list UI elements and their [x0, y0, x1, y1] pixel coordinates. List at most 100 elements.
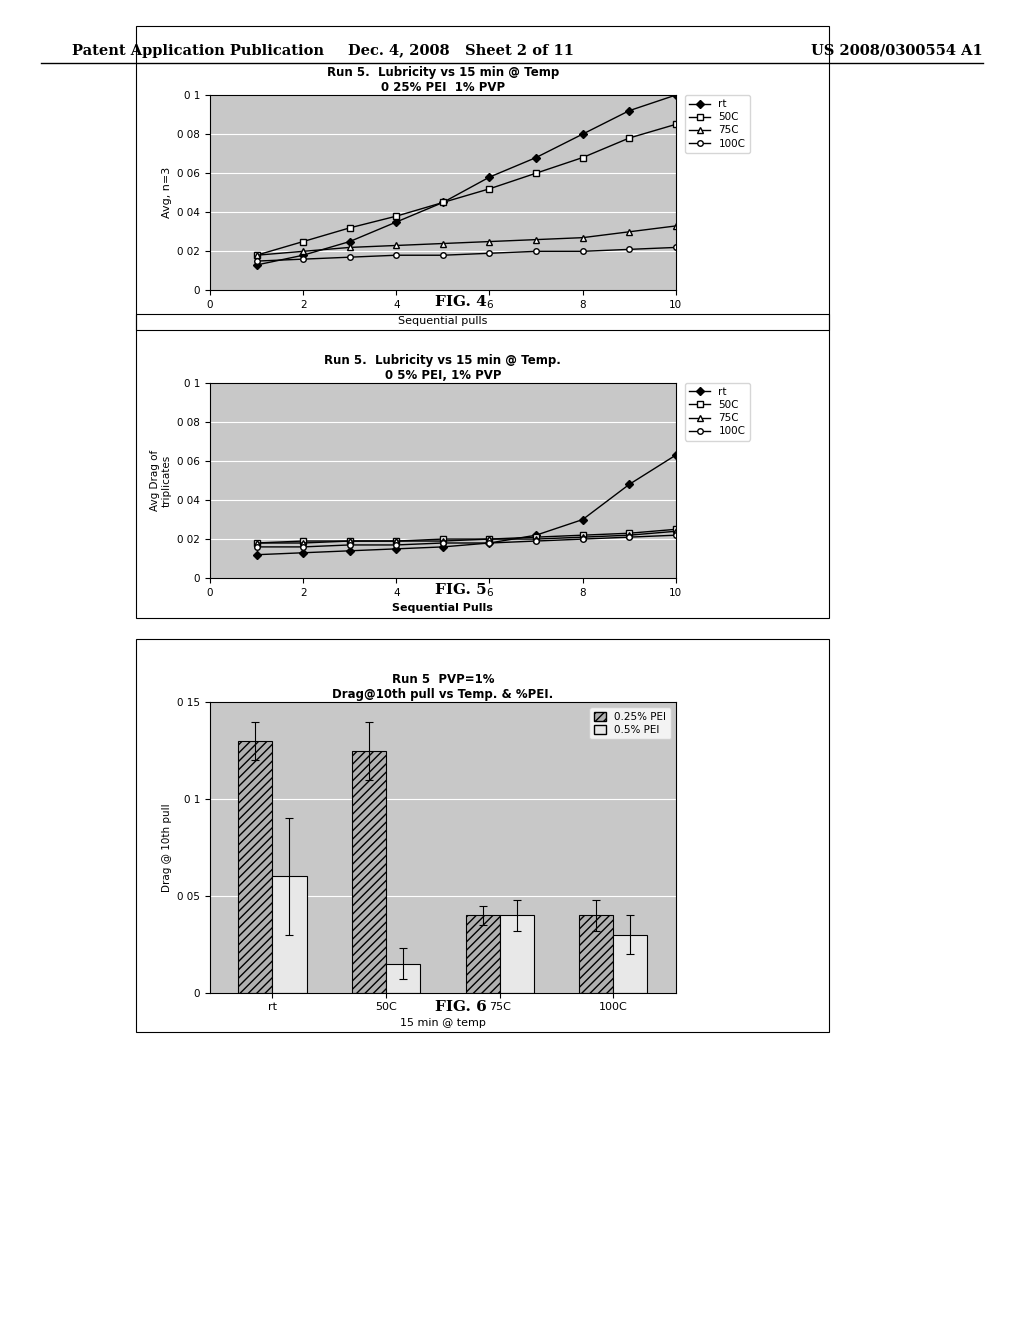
100C [670, 239, 682, 255]
100C [623, 242, 635, 257]
75C [344, 533, 356, 549]
Line: rt: rt [254, 92, 679, 268]
100C [577, 531, 589, 546]
Bar [386, 964, 420, 993]
75C [577, 529, 589, 545]
Text: US 2008/0300554 A1: US 2008/0300554 A1 [811, 44, 983, 58]
50C [623, 525, 635, 541]
75C [344, 239, 356, 255]
Line: 50C: 50C [254, 527, 679, 545]
Legend: rt, 50C, 75C, 100C: rt, 50C, 75C, 100C [685, 95, 750, 153]
100C [670, 527, 682, 543]
50C [530, 165, 543, 181]
Y-axis label: Drag @ 10th pull: Drag @ 10th pull [162, 803, 172, 892]
75C [437, 235, 450, 251]
Bar [500, 915, 534, 993]
100C [530, 243, 543, 259]
50C [390, 533, 402, 549]
X-axis label: 15 min @ temp: 15 min @ temp [400, 1018, 485, 1028]
rt [530, 527, 543, 543]
Y-axis label: Avg, n=3: Avg, n=3 [162, 168, 172, 218]
75C [297, 535, 309, 550]
75C [483, 531, 496, 546]
100C [437, 535, 450, 550]
100C [623, 529, 635, 545]
rt [577, 512, 589, 528]
100C [250, 253, 262, 269]
Bar [272, 876, 306, 993]
75C [530, 232, 543, 248]
100C [297, 251, 309, 267]
Line: 100C: 100C [254, 532, 679, 549]
Bar [580, 915, 613, 993]
Y-axis label: Avg Drag of
triplicates: Avg Drag of triplicates [151, 450, 172, 511]
75C [390, 238, 402, 253]
75C [483, 234, 496, 249]
Title: Run 5.  Lubricity vs 15 min @ Temp
0 25% PEI  1% PVP: Run 5. Lubricity vs 15 min @ Temp 0 25% … [327, 66, 559, 94]
Bar [613, 935, 647, 993]
50C [483, 531, 496, 546]
75C [250, 535, 262, 550]
Text: FIG. 5: FIG. 5 [435, 583, 486, 597]
100C [483, 246, 496, 261]
rt [437, 539, 450, 554]
Line: 75C: 75C [253, 223, 679, 259]
50C [437, 194, 450, 210]
rt [250, 546, 262, 562]
Title: Run 5.  Lubricity vs 15 min @ Temp.
0 5% PEI, 1% PVP: Run 5. Lubricity vs 15 min @ Temp. 0 5% … [325, 354, 561, 381]
X-axis label: Sequential pulls: Sequential pulls [398, 315, 487, 326]
rt [670, 447, 682, 463]
rt [530, 149, 543, 165]
75C [437, 533, 450, 549]
75C [623, 224, 635, 240]
100C [577, 243, 589, 259]
100C [530, 533, 543, 549]
75C [530, 531, 543, 546]
Bar [352, 751, 386, 993]
50C [250, 247, 262, 263]
rt [623, 477, 635, 492]
rt [297, 545, 309, 561]
100C [390, 247, 402, 263]
Legend: rt, 50C, 75C, 100C: rt, 50C, 75C, 100C [685, 383, 750, 441]
Line: 75C: 75C [253, 528, 679, 546]
50C [297, 533, 309, 549]
Bar [239, 741, 272, 993]
rt [390, 214, 402, 230]
100C [344, 249, 356, 265]
rt [623, 103, 635, 119]
rt [483, 535, 496, 550]
50C [344, 533, 356, 549]
rt [344, 234, 356, 249]
rt [344, 543, 356, 558]
Text: Dec. 4, 2008   Sheet 2 of 11: Dec. 4, 2008 Sheet 2 of 11 [348, 44, 573, 58]
75C [297, 243, 309, 259]
rt [390, 541, 402, 557]
Text: FIG. 4: FIG. 4 [435, 296, 486, 309]
75C [670, 523, 682, 539]
rt [250, 257, 262, 273]
rt [577, 127, 589, 143]
Line: 100C: 100C [254, 244, 679, 264]
50C [297, 234, 309, 249]
50C [250, 535, 262, 550]
100C [437, 247, 450, 263]
50C [483, 181, 496, 197]
Line: rt: rt [254, 453, 679, 557]
50C [390, 209, 402, 224]
Text: Patent Application Publication: Patent Application Publication [72, 44, 324, 58]
50C [530, 529, 543, 545]
75C [623, 527, 635, 543]
50C [670, 116, 682, 132]
Text: FIG. 6: FIG. 6 [435, 1001, 486, 1014]
75C [250, 247, 262, 263]
rt [670, 87, 682, 103]
50C [623, 131, 635, 147]
Line: 50C: 50C [254, 121, 679, 257]
rt [483, 169, 496, 185]
100C [390, 537, 402, 553]
50C [577, 149, 589, 165]
100C [483, 535, 496, 550]
50C [437, 531, 450, 546]
Legend: 0.25% PEI, 0.5% PEI: 0.25% PEI, 0.5% PEI [590, 708, 671, 739]
